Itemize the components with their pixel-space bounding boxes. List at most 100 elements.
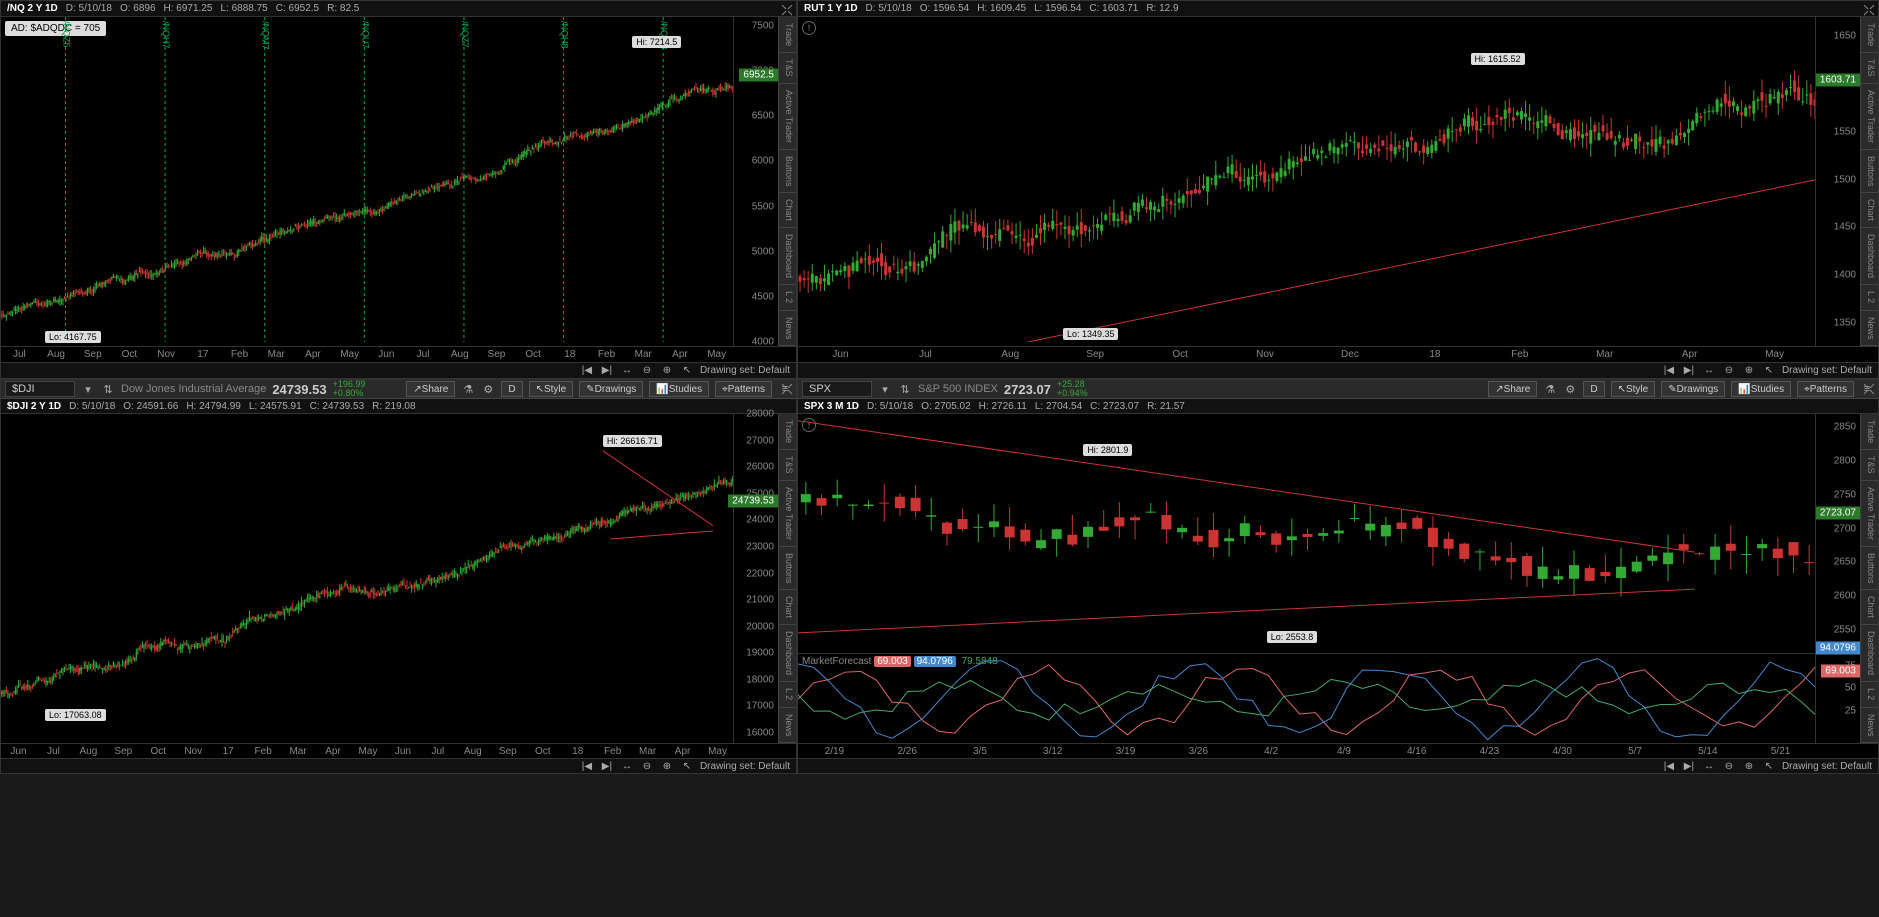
studies-button[interactable]: 📊 Studies bbox=[1731, 381, 1791, 397]
gear-icon[interactable]: ⚙ bbox=[1563, 382, 1577, 396]
scroll-right-icon[interactable]: ▶| bbox=[1682, 364, 1696, 378]
zoom-out-icon[interactable]: ⊖ bbox=[1722, 759, 1736, 773]
side-tab-news[interactable]: News bbox=[1861, 311, 1878, 347]
side-tab-active-trader[interactable]: Active Trader bbox=[779, 84, 796, 150]
zoom-in-icon[interactable]: ⊕ bbox=[1742, 759, 1756, 773]
width-icon[interactable]: ↔ bbox=[1702, 364, 1716, 378]
zoom-out-icon[interactable]: ⊖ bbox=[640, 759, 654, 773]
zoom-in-icon[interactable]: ⊕ bbox=[1742, 364, 1756, 378]
ohlc-c: C: 6952.5 bbox=[276, 3, 319, 14]
side-tab-news[interactable]: News bbox=[779, 708, 796, 744]
side-tab-dashboard[interactable]: Dashboard bbox=[779, 228, 796, 285]
price-change-pct: +0.94% bbox=[1057, 389, 1088, 398]
zoom-in-icon[interactable]: ⊕ bbox=[660, 759, 674, 773]
side-tab-l-2[interactable]: L 2 bbox=[779, 682, 796, 707]
maximize-icon[interactable] bbox=[780, 3, 794, 17]
side-tab-active-trader[interactable]: Active Trader bbox=[1861, 84, 1878, 150]
chevron-down-icon[interactable]: ▾ bbox=[878, 382, 892, 396]
drawings-button[interactable]: ✎ Drawings bbox=[579, 381, 643, 397]
chevron-down-icon[interactable]: ▾ bbox=[81, 382, 95, 396]
symbol-desc: Dow Jones Industrial Average bbox=[121, 383, 266, 395]
chart-title: SPX 3 M 1D bbox=[804, 401, 859, 412]
cursor-icon[interactable]: ↖ bbox=[1762, 759, 1776, 773]
style-button[interactable]: ↖ Style bbox=[529, 381, 574, 397]
side-tab-dashboard[interactable]: Dashboard bbox=[1861, 228, 1878, 285]
side-tab-chart[interactable]: Chart bbox=[1861, 590, 1878, 625]
side-tab-t-s[interactable]: T&S bbox=[779, 450, 796, 481]
scroll-right-icon[interactable]: ▶| bbox=[600, 364, 614, 378]
side-tab-dashboard[interactable]: Dashboard bbox=[779, 625, 796, 682]
width-icon[interactable]: ↔ bbox=[620, 759, 634, 773]
symbol-input[interactable] bbox=[802, 381, 872, 397]
side-tab-trade[interactable]: Trade bbox=[1861, 414, 1878, 450]
side-tab-t-s[interactable]: T&S bbox=[1861, 450, 1878, 481]
scroll-left-icon[interactable]: |◀ bbox=[580, 759, 594, 773]
flask-icon[interactable]: ⚗ bbox=[1543, 382, 1557, 396]
cursor-icon[interactable]: ↖ bbox=[1762, 364, 1776, 378]
share-button[interactable]: ↗ Share bbox=[1488, 381, 1537, 397]
side-tab-buttons[interactable]: Buttons bbox=[779, 150, 796, 194]
maximize-icon[interactable] bbox=[1862, 3, 1876, 17]
side-tab-dashboard[interactable]: Dashboard bbox=[1861, 625, 1878, 682]
drawing-set-label[interactable]: Drawing set: Default bbox=[1782, 761, 1872, 772]
patterns-button[interactable]: ⌖ Patterns bbox=[715, 381, 772, 397]
drawings-button[interactable]: ✎ Drawings bbox=[1661, 381, 1725, 397]
link-icon[interactable]: ⇅ bbox=[898, 382, 912, 396]
side-tab-buttons[interactable]: Buttons bbox=[779, 547, 796, 591]
side-tab-chart[interactable]: Chart bbox=[779, 590, 796, 625]
side-tab-buttons[interactable]: Buttons bbox=[1861, 547, 1878, 591]
timeframe-button[interactable]: D bbox=[501, 381, 522, 397]
scroll-left-icon[interactable]: |◀ bbox=[580, 364, 594, 378]
x-axis: JunJulAugSepOctNov17FebMarAprMayJunJulAu… bbox=[1, 743, 796, 758]
side-tab-chart[interactable]: Chart bbox=[779, 193, 796, 228]
drawing-set-label[interactable]: Drawing set: Default bbox=[700, 365, 790, 376]
maximize-icon[interactable] bbox=[1862, 382, 1876, 396]
chart-canvas[interactable]: ! Hi: 1615.52Lo: 1349.35 bbox=[798, 17, 1815, 346]
scroll-left-icon[interactable]: |◀ bbox=[1662, 759, 1676, 773]
timeframe-button[interactable]: D bbox=[1583, 381, 1604, 397]
side-tab-trade[interactable]: Trade bbox=[779, 414, 796, 450]
maximize-icon[interactable] bbox=[780, 382, 794, 396]
side-tab-l-2[interactable]: L 2 bbox=[1861, 682, 1878, 707]
side-tab-trade[interactable]: Trade bbox=[779, 17, 796, 53]
drawing-set-label[interactable]: Drawing set: Default bbox=[700, 761, 790, 772]
scroll-right-icon[interactable]: ▶| bbox=[600, 759, 614, 773]
chart-canvas[interactable]: ! Hi: 2801.9Lo: 2553.8 MarketForecast 69… bbox=[798, 414, 1815, 743]
studies-button[interactable]: 📊 Studies bbox=[649, 381, 709, 397]
scroll-right-icon[interactable]: ▶| bbox=[1682, 759, 1696, 773]
chart-canvas[interactable]: AD: $ADQDC = 705 /NQZ5/NQH7/NQM7/NQU7/NQ… bbox=[1, 17, 733, 346]
link-icon[interactable]: ⇅ bbox=[101, 382, 115, 396]
symbol-input[interactable] bbox=[5, 381, 75, 397]
side-tabs: TradeT&SActive TraderButtonsChartDashboa… bbox=[1860, 414, 1878, 743]
side-tab-chart[interactable]: Chart bbox=[1861, 193, 1878, 228]
width-icon[interactable]: ↔ bbox=[1702, 759, 1716, 773]
side-tab-news[interactable]: News bbox=[779, 311, 796, 347]
cursor-icon[interactable]: ↖ bbox=[680, 364, 694, 378]
side-tab-news[interactable]: News bbox=[1861, 708, 1878, 744]
side-tab-l-2[interactable]: L 2 bbox=[779, 285, 796, 310]
patterns-button[interactable]: ⌖ Patterns bbox=[1797, 381, 1854, 397]
side-tab-active-trader[interactable]: Active Trader bbox=[779, 481, 796, 547]
flask-icon[interactable]: ⚗ bbox=[461, 382, 475, 396]
cursor-icon[interactable]: ↖ bbox=[680, 759, 694, 773]
side-tab-t-s[interactable]: T&S bbox=[1861, 53, 1878, 84]
side-tab-active-trader[interactable]: Active Trader bbox=[1861, 481, 1878, 547]
side-tab-trade[interactable]: Trade bbox=[1861, 17, 1878, 53]
side-tab-l-2[interactable]: L 2 bbox=[1861, 285, 1878, 310]
scroll-left-icon[interactable]: |◀ bbox=[1662, 364, 1676, 378]
share-button[interactable]: ↗ Share bbox=[406, 381, 455, 397]
drawing-set-label[interactable]: Drawing set: Default bbox=[1782, 365, 1872, 376]
x-axis: JunJulAugSepOctNovDec18FebMarAprMay bbox=[798, 346, 1878, 362]
bottom-bar: |◀ ▶| ↔ ⊖ ⊕ ↖ Drawing set: Default bbox=[798, 362, 1878, 378]
zoom-out-icon[interactable]: ⊖ bbox=[640, 364, 654, 378]
zoom-out-icon[interactable]: ⊖ bbox=[1722, 364, 1736, 378]
width-icon[interactable]: ↔ bbox=[620, 364, 634, 378]
side-tab-t-s[interactable]: T&S bbox=[779, 53, 796, 84]
zoom-in-icon[interactable]: ⊕ bbox=[660, 364, 674, 378]
gear-icon[interactable]: ⚙ bbox=[481, 382, 495, 396]
style-button[interactable]: ↖ Style bbox=[1611, 381, 1656, 397]
ohlc-c: C: 2723.07 bbox=[1090, 401, 1139, 412]
chart-canvas[interactable]: Hi: 26616.71Lo: 17063.08 bbox=[1, 414, 733, 743]
chart-title: /NQ 2 Y 1D bbox=[7, 3, 58, 14]
side-tab-buttons[interactable]: Buttons bbox=[1861, 150, 1878, 194]
